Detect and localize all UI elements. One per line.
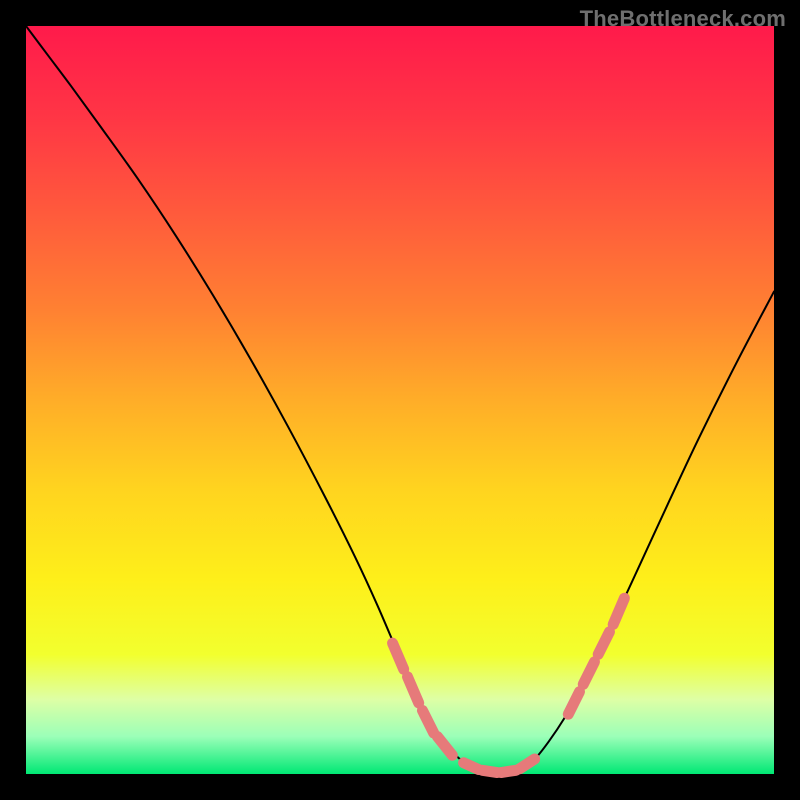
bottleneck-chart: TheBottleneck.com (0, 0, 800, 800)
marker-segment (501, 770, 516, 772)
marker-segment (482, 770, 497, 772)
watermark-text: TheBottleneck.com (580, 6, 786, 32)
marker-segment (464, 763, 479, 770)
chart-svg (0, 0, 800, 800)
